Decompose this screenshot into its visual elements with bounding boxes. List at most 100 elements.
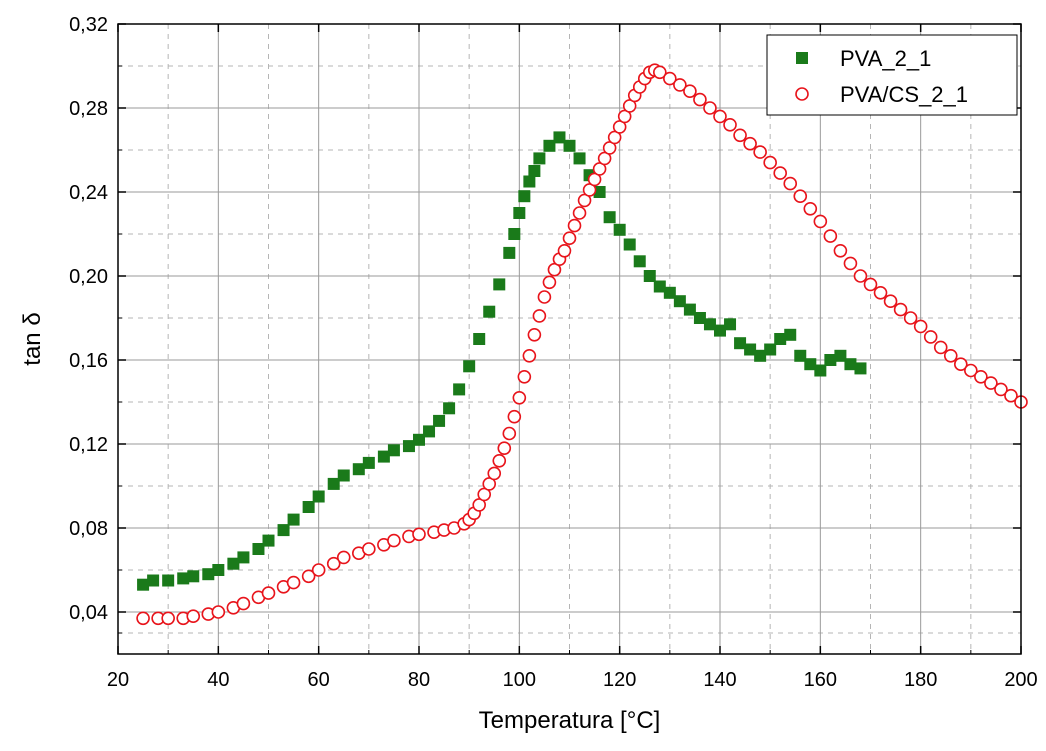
- data-point-pva-2-1: [653, 280, 666, 293]
- data-point-pva-2-1: [744, 343, 757, 356]
- data-point-pva-2-1: [834, 349, 847, 362]
- y-tick-label: 0,04: [69, 602, 108, 624]
- data-point-pva-2-1: [362, 456, 375, 469]
- data-point-pva-cs-2-1: [683, 84, 697, 98]
- series-layer: [136, 63, 1028, 626]
- data-point-pva-2-1: [643, 270, 656, 282]
- data-point-pva-cs-2-1: [763, 155, 777, 170]
- data-point-pva-cs-2-1: [527, 327, 542, 342]
- data-point-pva-cs-2-1: [723, 118, 737, 132]
- series-1: [136, 63, 1028, 626]
- x-tick-label: 40: [207, 669, 229, 691]
- data-point-pva-2-1: [528, 165, 541, 177]
- data-point-pva-cs-2-1: [943, 348, 958, 363]
- data-point-pva-2-1: [493, 278, 506, 291]
- data-point-pva-cs-2-1: [517, 369, 532, 384]
- data-point-pva-cs-2-1: [502, 426, 517, 441]
- data-point-pva-2-1: [147, 574, 160, 587]
- data-point-pva-2-1: [724, 318, 737, 331]
- data-point-pva-cs-2-1: [326, 556, 341, 571]
- y-tick-label: 0,12: [69, 434, 108, 456]
- tick-labels: 20 40 60 80 100 120 140 160 180 200 0,04 0,08 0,12 0,…: [69, 14, 1038, 691]
- y-tick-label: 0,24: [69, 182, 108, 204]
- data-point-pva-cs-2-1: [793, 189, 808, 203]
- x-tick-label: 80: [408, 669, 430, 691]
- data-point-pva-cs-2-1: [663, 71, 677, 86]
- legend-label-pva-2-1: PVA_2_1: [840, 46, 931, 71]
- data-point-pva-cs-2-1: [703, 101, 717, 115]
- data-point-pva-2-1: [703, 318, 716, 331]
- data-point-pva-2-1: [734, 337, 747, 350]
- data-point-pva-cs-2-1: [161, 611, 175, 626]
- data-point-pva-2-1: [814, 364, 827, 377]
- data-point-pva-2-1: [543, 139, 556, 152]
- data-point-pva-2-1: [312, 490, 325, 503]
- data-point-pva-cs-2-1: [893, 302, 908, 317]
- data-point-pva-cs-2-1: [557, 244, 572, 258]
- data-point-pva-2-1: [262, 534, 275, 547]
- data-point-pva-cs-2-1: [186, 609, 201, 624]
- data-point-pva-2-1: [854, 362, 867, 375]
- axis-ticks: [117, 23, 1022, 654]
- data-point-pva-cs-2-1: [974, 369, 988, 384]
- y-tick-label: 0,08: [69, 518, 108, 540]
- data-point-pva-2-1: [804, 358, 817, 371]
- data-point-pva-cs-2-1: [783, 176, 798, 191]
- data-point-pva-2-1: [177, 572, 190, 585]
- data-point-pva-2-1: [413, 433, 425, 446]
- data-point-pva-2-1: [633, 255, 646, 268]
- data-point-pva-cs-2-1: [512, 390, 527, 405]
- data-point-pva-2-1: [187, 570, 200, 583]
- x-axis-title: Temperatura [°C]: [479, 707, 661, 734]
- data-point-pva-2-1: [603, 211, 616, 224]
- data-point-pva-2-1: [714, 324, 726, 337]
- legend-marker-pva-cs-2-1: [795, 87, 809, 101]
- x-tick-label: 60: [308, 669, 330, 691]
- data-point-pva-cs-2-1: [236, 596, 251, 611]
- y-tick-label: 0,16: [69, 350, 108, 372]
- data-point-pva-2-1: [784, 328, 797, 341]
- data-point-pva-cs-2-1: [843, 256, 858, 271]
- data-point-pva-cs-2-1: [652, 65, 667, 80]
- data-point-pva-cs-2-1: [532, 309, 547, 323]
- data-point-pva-cs-2-1: [913, 319, 928, 334]
- data-point-pva-2-1: [844, 358, 857, 371]
- data-point-pva-2-1: [794, 349, 807, 362]
- data-point-pva-2-1: [533, 152, 546, 165]
- data-point-pva-2-1: [287, 513, 300, 526]
- data-point-pva-cs-2-1: [1004, 388, 1018, 403]
- data-point-pva-cs-2-1: [572, 206, 587, 220]
- x-tick-label: 120: [603, 669, 636, 691]
- x-tick-label: 160: [804, 669, 837, 691]
- x-tick-label: 20: [107, 669, 129, 691]
- data-point-pva-2-1: [693, 312, 706, 324]
- data-point-pva-cs-2-1: [873, 285, 888, 300]
- data-point-pva-2-1: [503, 246, 516, 259]
- data-point-pva-cs-2-1: [522, 348, 537, 363]
- data-point-pva-2-1: [508, 228, 521, 240]
- data-point-pva-cs-2-1: [387, 533, 401, 548]
- data-point-pva-2-1: [473, 333, 486, 345]
- data-point-pva-2-1: [683, 303, 696, 316]
- x-tick-label: 180: [904, 669, 937, 691]
- data-point-pva-2-1: [162, 574, 175, 587]
- y-tick-label: 0,28: [69, 98, 108, 120]
- data-point-pva-2-1: [824, 354, 837, 366]
- legend-label-pva-cs-2-1: PVA/CS_2_1: [840, 82, 968, 107]
- data-point-pva-2-1: [523, 175, 536, 188]
- data-point-pva-cs-2-1: [542, 275, 557, 290]
- data-point-pva-2-1: [673, 295, 686, 308]
- y-axis-title: tan δ: [19, 312, 46, 365]
- data-point-pva-2-1: [327, 477, 340, 490]
- data-point-pva-2-1: [423, 425, 436, 438]
- data-point-pva-cs-2-1: [673, 78, 687, 92]
- data-point-pva-cs-2-1: [863, 277, 878, 292]
- data-point-pva-2-1: [137, 578, 150, 591]
- data-point-pva-cs-2-1: [693, 92, 707, 107]
- data-point-pva-cs-2-1: [964, 363, 978, 378]
- data-point-pva-cs-2-1: [823, 229, 838, 243]
- data-point-pva-cs-2-1: [562, 231, 577, 245]
- legend: PVA_2_1 PVA/CS_2_1: [766, 34, 1018, 116]
- data-point-pva-cs-2-1: [803, 202, 818, 216]
- data-point-pva-cs-2-1: [994, 382, 1008, 397]
